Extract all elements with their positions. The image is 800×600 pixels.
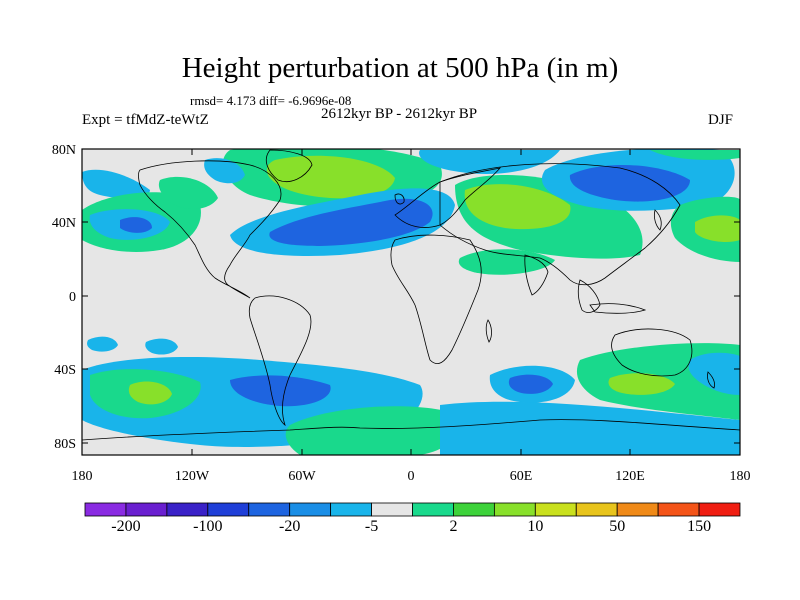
colorbar-swatch bbox=[330, 502, 372, 517]
x-tick-label: 0 bbox=[408, 469, 415, 484]
stats-line: rmsd= 4.173 diff= -6.9696e-08 bbox=[190, 93, 352, 108]
axis-ticks bbox=[82, 148, 740, 455]
y-tick-label: 40N bbox=[52, 216, 76, 231]
coast-europe bbox=[394, 167, 502, 228]
season-label: DJF bbox=[708, 112, 734, 128]
colorbar-swatch bbox=[84, 502, 127, 517]
y-tick-label: 0 bbox=[69, 290, 76, 305]
colorbar-swatch bbox=[166, 502, 209, 517]
colorbar-label: 150 bbox=[687, 518, 712, 535]
field-indian-blue bbox=[508, 374, 553, 394]
experiment-label: Expt = tfMdZ-teWtZ bbox=[82, 112, 209, 128]
period-label: 2612kyr BP - 2612kyr BP bbox=[321, 106, 478, 122]
coast-uk bbox=[394, 193, 405, 205]
coast-south-america bbox=[248, 295, 312, 427]
colorbar-swatch bbox=[534, 502, 577, 517]
colorbar bbox=[84, 502, 741, 517]
y-tick-label: 40S bbox=[54, 363, 76, 378]
coast-new-zealand bbox=[707, 371, 715, 389]
y-axis-labels: 80N 40N 0 40S 80S bbox=[52, 143, 76, 452]
coast-se-asia bbox=[577, 279, 601, 313]
field-south-blue bbox=[230, 375, 331, 407]
field-arctic-lightblue bbox=[419, 150, 560, 174]
field-america-green bbox=[158, 176, 218, 210]
x-tick-label: 180 bbox=[72, 469, 93, 484]
coast-india bbox=[524, 254, 549, 296]
field-sw-pacific-lime bbox=[608, 373, 675, 395]
coast-madagascar bbox=[485, 319, 492, 343]
y-tick-label: 80S bbox=[54, 437, 76, 452]
field-south-lime bbox=[128, 381, 172, 405]
colorbar-label: 2 bbox=[449, 518, 458, 535]
coast-indonesia bbox=[589, 303, 647, 314]
field-npacific-blue bbox=[569, 164, 690, 202]
coast-asia bbox=[439, 163, 681, 286]
field-atlantic-blue bbox=[269, 198, 433, 246]
coast-japan bbox=[653, 209, 662, 231]
colorbar-swatch bbox=[698, 502, 741, 517]
colorbar-label: -100 bbox=[193, 518, 223, 535]
coast-greenland bbox=[265, 149, 313, 182]
y-tick-label: 80N bbox=[52, 143, 76, 158]
contour-fields bbox=[82, 149, 740, 455]
field-ne-pacific-lime bbox=[695, 215, 740, 243]
colorbar-swatch bbox=[616, 502, 659, 517]
colorbar-label: -5 bbox=[364, 518, 379, 535]
coast-africa bbox=[390, 234, 482, 364]
field-se-lightblue bbox=[688, 352, 740, 395]
map-area bbox=[82, 149, 740, 455]
field-pacific-blue bbox=[120, 217, 152, 233]
coast-australia bbox=[611, 328, 693, 377]
field-antarctic-lightblue bbox=[440, 401, 740, 455]
x-tick-label: 120E bbox=[615, 469, 645, 484]
coast-antarctica bbox=[82, 419, 740, 441]
colorbar-swatch bbox=[289, 502, 332, 517]
field-eurasia-lime bbox=[464, 184, 571, 230]
field-spac-lightblue-small2 bbox=[145, 338, 178, 355]
page-title: Height perturbation at 500 hPa (in m) bbox=[181, 52, 619, 84]
colorbar-label: -20 bbox=[279, 518, 301, 535]
colorbar-label: -200 bbox=[111, 518, 141, 535]
colorbar-swatch bbox=[371, 502, 413, 517]
colorbar-swatch bbox=[125, 502, 168, 517]
field-north-atlantic-lime bbox=[266, 155, 395, 199]
colorbar-swatch bbox=[248, 502, 291, 517]
coast-north-america bbox=[138, 160, 282, 299]
x-axis-labels: 180 120W 60W 0 60E 120E 180 bbox=[72, 469, 751, 484]
x-tick-label: 60W bbox=[288, 469, 316, 484]
x-tick-label: 60E bbox=[510, 469, 533, 484]
field-uswest-lightblue bbox=[204, 158, 245, 184]
colorbar-swatch bbox=[493, 502, 536, 517]
colorbar-swatch bbox=[207, 502, 250, 517]
field-spac-lightblue-small bbox=[87, 336, 118, 352]
colorbar-label: 50 bbox=[609, 518, 626, 535]
field-south-antarctic-green bbox=[285, 406, 463, 455]
colorbar-swatch bbox=[575, 502, 618, 517]
x-tick-label: 180 bbox=[730, 469, 751, 484]
colorbar-swatch bbox=[453, 502, 495, 517]
field-india-green bbox=[458, 249, 555, 275]
colorbar-swatch bbox=[412, 502, 454, 517]
colorbar-swatch bbox=[657, 502, 700, 517]
field-arctic-green bbox=[650, 150, 740, 160]
coastlines bbox=[82, 149, 740, 441]
colorbar-label: 10 bbox=[527, 518, 544, 535]
field-wpacific-lightblue bbox=[82, 169, 150, 199]
x-tick-label: 120W bbox=[175, 469, 210, 484]
